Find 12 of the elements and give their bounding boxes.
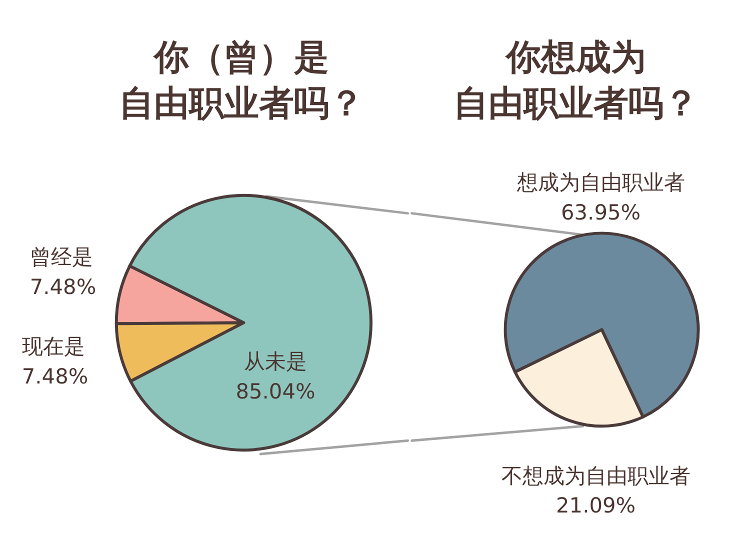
- slice-label: 现在是: [22, 334, 85, 359]
- data-label: 7.48%: [30, 274, 96, 299]
- slice-label: 从未是: [244, 349, 308, 374]
- slice-label: 不想成为自由职业者: [501, 464, 690, 488]
- slice-label: 曾经是: [30, 245, 93, 270]
- slice-label: 想成为自由职业者: [516, 170, 685, 194]
- data-label: 21.09%: [556, 494, 636, 518]
- data-label: 85.04%: [236, 379, 316, 404]
- chart-title: 你想成为自由职业者吗？: [453, 38, 698, 124]
- chart-title: 你（曾）是自由职业者吗？: [119, 38, 364, 124]
- data-label: 7.48%: [22, 364, 88, 388]
- data-label: 63.95%: [560, 200, 641, 224]
